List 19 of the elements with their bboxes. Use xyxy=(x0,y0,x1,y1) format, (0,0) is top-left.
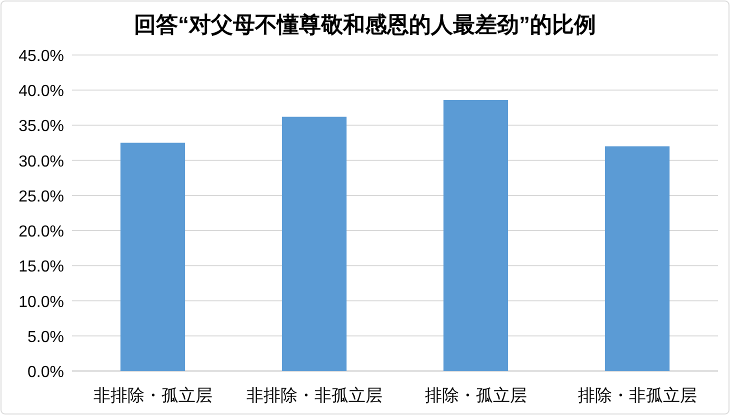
y-tick-label: 25.0% xyxy=(18,188,64,206)
bar xyxy=(443,100,508,371)
y-tick-label: 20.0% xyxy=(18,224,64,241)
y-tick-label: 40.0% xyxy=(18,83,64,100)
x-tick-label: 非排除・非孤立层 xyxy=(246,386,382,405)
chart-title: 回答“对父母不懂尊敬和感恩的人最差劲”的比例 xyxy=(134,12,596,37)
y-tick-label: 45.0% xyxy=(18,48,64,65)
y-tick-label: 35.0% xyxy=(18,118,64,136)
bar xyxy=(604,146,670,371)
x-tick-label: 非排除・孤立层 xyxy=(93,386,212,405)
x-tick-label: 排除・孤立层 xyxy=(424,386,527,405)
bar xyxy=(120,142,186,371)
y-tick-label: 30.0% xyxy=(18,153,64,170)
x-tick-label: 排除・非孤立层 xyxy=(578,386,697,405)
y-tick-label: 0.0% xyxy=(28,364,64,381)
y-tick-label: 10.0% xyxy=(18,294,64,311)
y-tick-label: 5.0% xyxy=(28,328,64,346)
y-tick-label: 15.0% xyxy=(18,258,64,276)
bar xyxy=(282,116,347,371)
